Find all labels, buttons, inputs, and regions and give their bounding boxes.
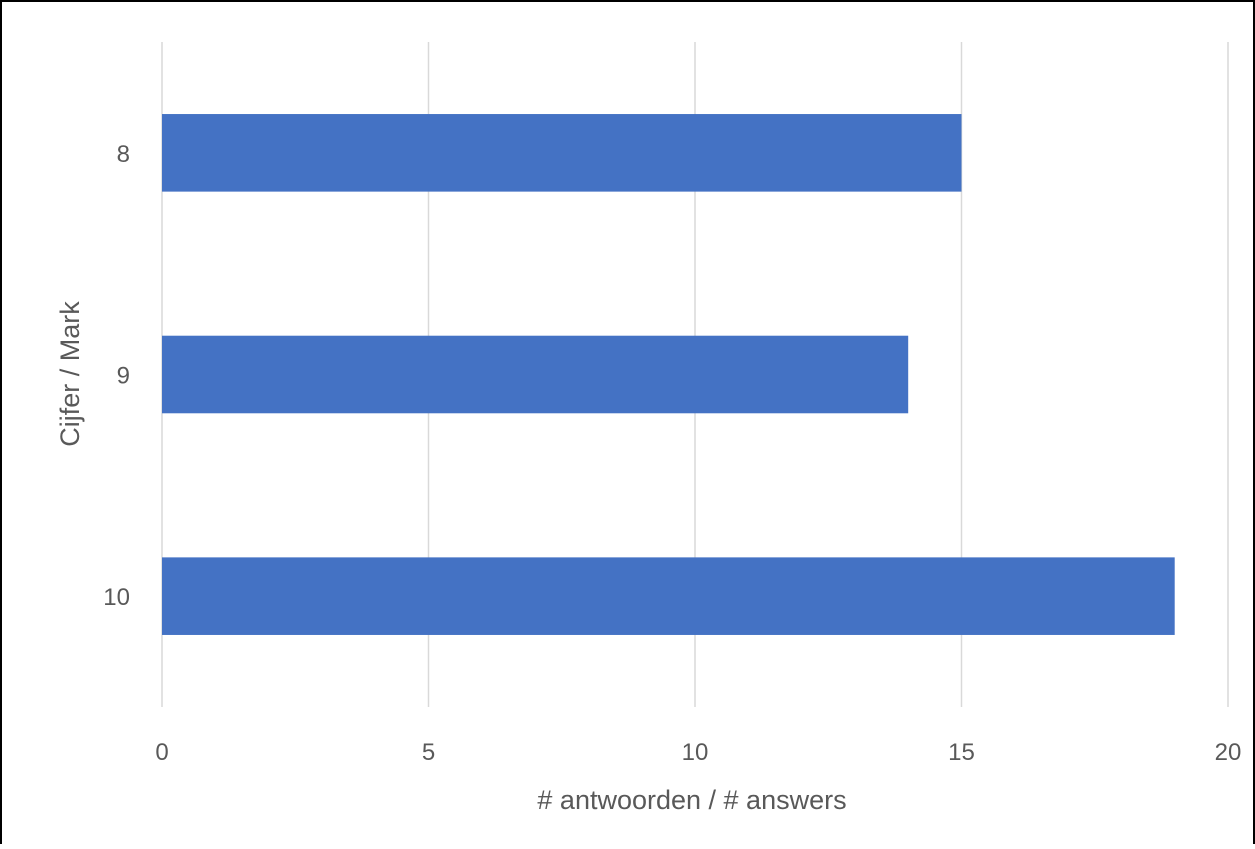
x-tick-label: 15	[948, 739, 975, 766]
y-tick-label: 10	[103, 584, 130, 611]
x-tick-label: 10	[682, 739, 709, 766]
y-tick-labels: 8 9 10	[103, 141, 130, 611]
bars	[162, 114, 1175, 635]
y-tick-label: 9	[117, 363, 130, 390]
bar-10	[162, 557, 1175, 635]
x-tick-label: 20	[1215, 739, 1242, 766]
bar-8	[162, 114, 962, 192]
x-axis-title: # antwoorden / # answers	[537, 785, 846, 815]
y-tick-label: 8	[117, 141, 130, 168]
x-tick-labels: 0 5 10 15 20	[155, 739, 1241, 766]
x-tick-label: 0	[155, 739, 168, 766]
x-tick-label: 5	[422, 739, 435, 766]
bar-9	[162, 335, 909, 414]
y-axis-title: Cijfer / Mark	[55, 301, 85, 447]
